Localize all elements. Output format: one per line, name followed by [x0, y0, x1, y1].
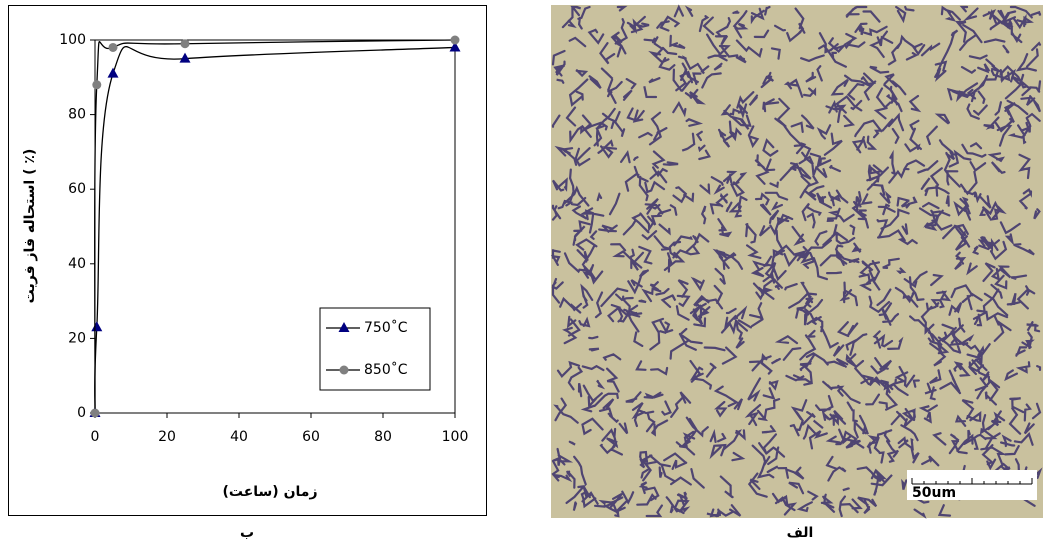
micrograph	[550, 4, 1043, 519]
legend	[319, 307, 431, 391]
marker	[180, 39, 190, 49]
marker	[107, 67, 119, 78]
marker	[92, 80, 102, 90]
x-tick-label: 60	[302, 429, 320, 445]
scale-bar	[911, 478, 1033, 485]
legend-marker	[338, 322, 350, 332]
chart-frame	[8, 5, 487, 516]
x-tick-label: 100	[442, 429, 469, 445]
y-tick-label: 80	[68, 107, 86, 123]
chart-caption: ب	[240, 525, 254, 541]
x-axis-label: زمان (ساعت)	[222, 484, 317, 500]
marker	[450, 35, 460, 45]
legend-marker	[339, 365, 349, 375]
y-tick-label: 100	[59, 32, 86, 48]
y-tick-label: 0	[77, 405, 86, 421]
x-tick-label: 0	[91, 429, 100, 445]
y-tick-label: 40	[68, 256, 86, 272]
scale-bar-box	[907, 470, 1037, 500]
y-tick-label: 60	[68, 181, 86, 197]
micrograph-caption: الف	[787, 525, 814, 541]
y-tick-label: 20	[68, 330, 86, 346]
marker	[179, 52, 191, 63]
scale-bar-label: 50um	[912, 485, 956, 501]
marker	[91, 321, 103, 332]
x-tick-label: 80	[374, 429, 392, 445]
y-axis-label: استحاله فاز فریت ( ٪)	[22, 149, 38, 304]
micrograph-texture	[550, 4, 1043, 519]
legend-label: 850˚C	[364, 361, 408, 378]
legend-label: 750˚C	[364, 319, 408, 336]
x-tick-label: 40	[230, 429, 248, 445]
x-tick-label: 20	[158, 429, 176, 445]
marker	[90, 408, 100, 418]
marker	[108, 42, 118, 52]
marker	[449, 41, 461, 52]
